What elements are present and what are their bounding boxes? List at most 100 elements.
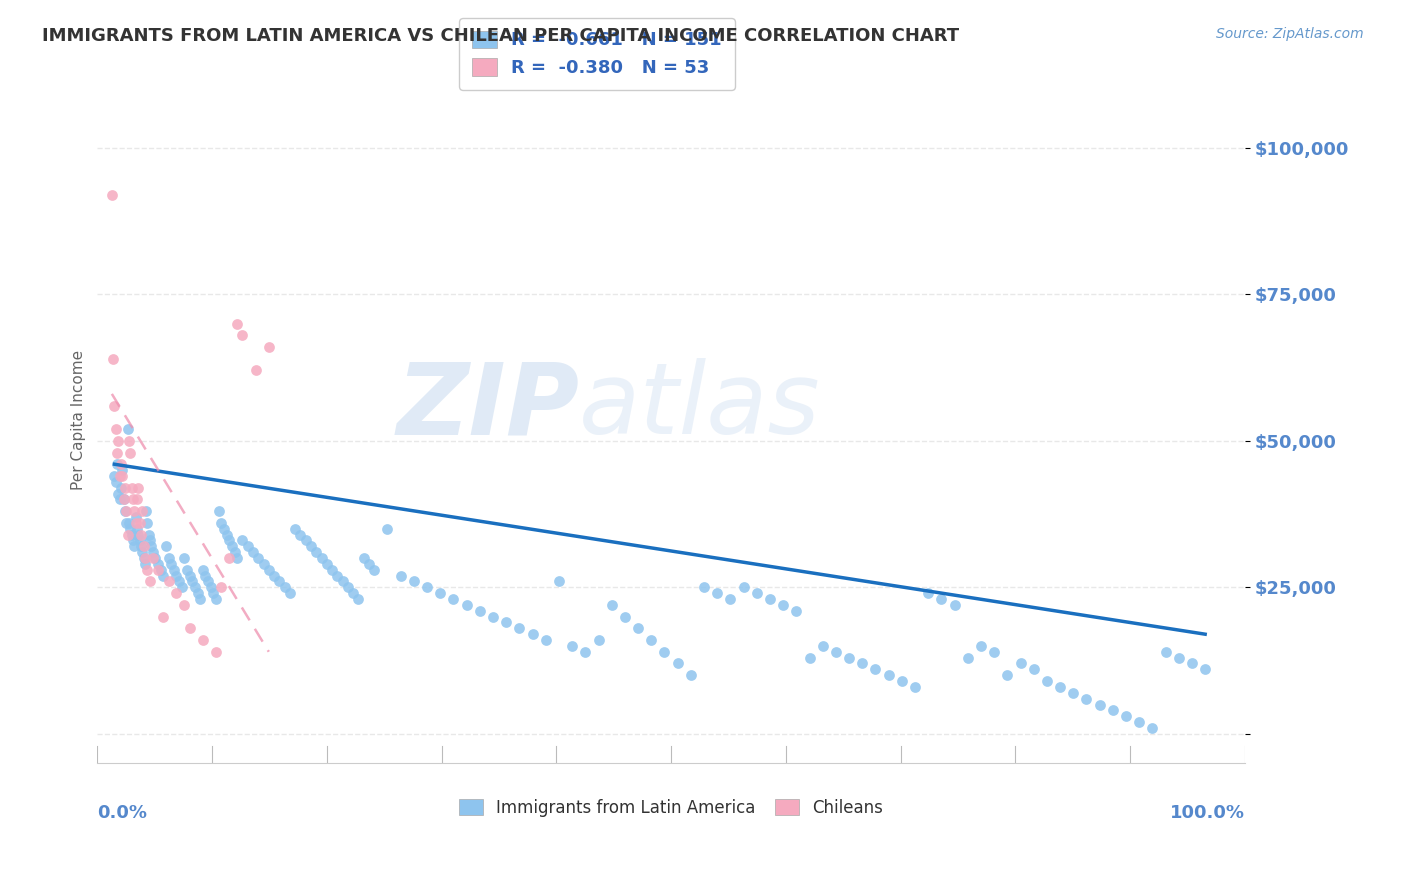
Point — [111, 463, 134, 477]
Point — [1010, 657, 1032, 671]
Point — [326, 568, 349, 582]
Point — [456, 598, 478, 612]
Point — [995, 668, 1018, 682]
Point — [170, 580, 193, 594]
Y-axis label: Per Capita Income: Per Capita Income — [72, 351, 86, 491]
Point — [108, 492, 131, 507]
Point — [104, 475, 127, 489]
Point — [1062, 686, 1084, 700]
Point — [534, 633, 557, 648]
Point — [353, 551, 375, 566]
Point — [187, 586, 209, 600]
Point — [321, 563, 343, 577]
Point — [129, 539, 152, 553]
Point — [299, 539, 322, 553]
Point — [236, 539, 259, 553]
Text: IMMIGRANTS FROM LATIN AMERICA VS CHILEAN PER CAPITA INCOME CORRELATION CHART: IMMIGRANTS FROM LATIN AMERICA VS CHILEAN… — [42, 27, 959, 45]
Point — [128, 516, 150, 530]
Point — [152, 568, 174, 582]
Point — [759, 592, 782, 607]
Point — [273, 580, 295, 594]
Text: 100.0%: 100.0% — [1170, 805, 1244, 822]
Point — [197, 574, 219, 589]
Point — [103, 469, 125, 483]
Point — [561, 639, 583, 653]
Point — [574, 645, 596, 659]
Point — [209, 580, 232, 594]
Point — [146, 563, 169, 577]
Point — [120, 445, 142, 459]
Point — [107, 486, 129, 500]
Point — [825, 645, 848, 659]
Point — [429, 586, 451, 600]
Point — [118, 516, 141, 530]
Point — [124, 504, 146, 518]
Point — [294, 533, 316, 548]
Point — [181, 574, 204, 589]
Text: ZIP: ZIP — [396, 358, 579, 455]
Point — [205, 645, 228, 659]
Text: atlas: atlas — [579, 358, 821, 455]
Point — [118, 434, 141, 448]
Point — [188, 592, 211, 607]
Point — [718, 592, 741, 607]
Point — [263, 568, 285, 582]
Point — [226, 317, 249, 331]
Point — [117, 422, 139, 436]
Point — [745, 586, 768, 600]
Point — [218, 551, 240, 566]
Point — [231, 533, 253, 548]
Point — [112, 492, 135, 507]
Point — [347, 592, 370, 607]
Point — [706, 586, 728, 600]
Point — [145, 551, 167, 566]
Point — [125, 522, 148, 536]
Point — [838, 650, 860, 665]
Point — [139, 533, 162, 548]
Point — [112, 492, 135, 507]
Point — [125, 492, 148, 507]
Point — [135, 504, 157, 518]
Point — [136, 516, 159, 530]
Point — [103, 399, 125, 413]
Point — [1167, 650, 1189, 665]
Point — [1076, 691, 1098, 706]
Point — [284, 522, 307, 536]
Point — [1101, 703, 1123, 717]
Point — [357, 557, 380, 571]
Point — [218, 533, 240, 548]
Point — [1022, 662, 1045, 676]
Point — [221, 539, 243, 553]
Point — [640, 633, 662, 648]
Point — [131, 545, 153, 559]
Point — [110, 457, 132, 471]
Point — [600, 598, 623, 612]
Point — [654, 645, 676, 659]
Point — [1194, 662, 1216, 676]
Point — [468, 604, 491, 618]
Point — [212, 522, 235, 536]
Point — [124, 539, 146, 553]
Point — [115, 504, 138, 518]
Point — [127, 481, 149, 495]
Point — [191, 633, 214, 648]
Point — [124, 516, 146, 530]
Point — [377, 522, 399, 536]
Point — [160, 557, 183, 571]
Point — [877, 668, 900, 682]
Point — [114, 481, 136, 495]
Point — [173, 551, 195, 566]
Point — [179, 621, 201, 635]
Point — [231, 328, 253, 343]
Point — [215, 527, 238, 541]
Point — [904, 680, 927, 694]
Point — [121, 527, 143, 541]
Point — [242, 545, 264, 559]
Point — [127, 527, 149, 541]
Point — [482, 609, 505, 624]
Point — [208, 504, 231, 518]
Point — [134, 557, 156, 571]
Point — [101, 187, 124, 202]
Point — [588, 633, 610, 648]
Point — [1128, 715, 1150, 730]
